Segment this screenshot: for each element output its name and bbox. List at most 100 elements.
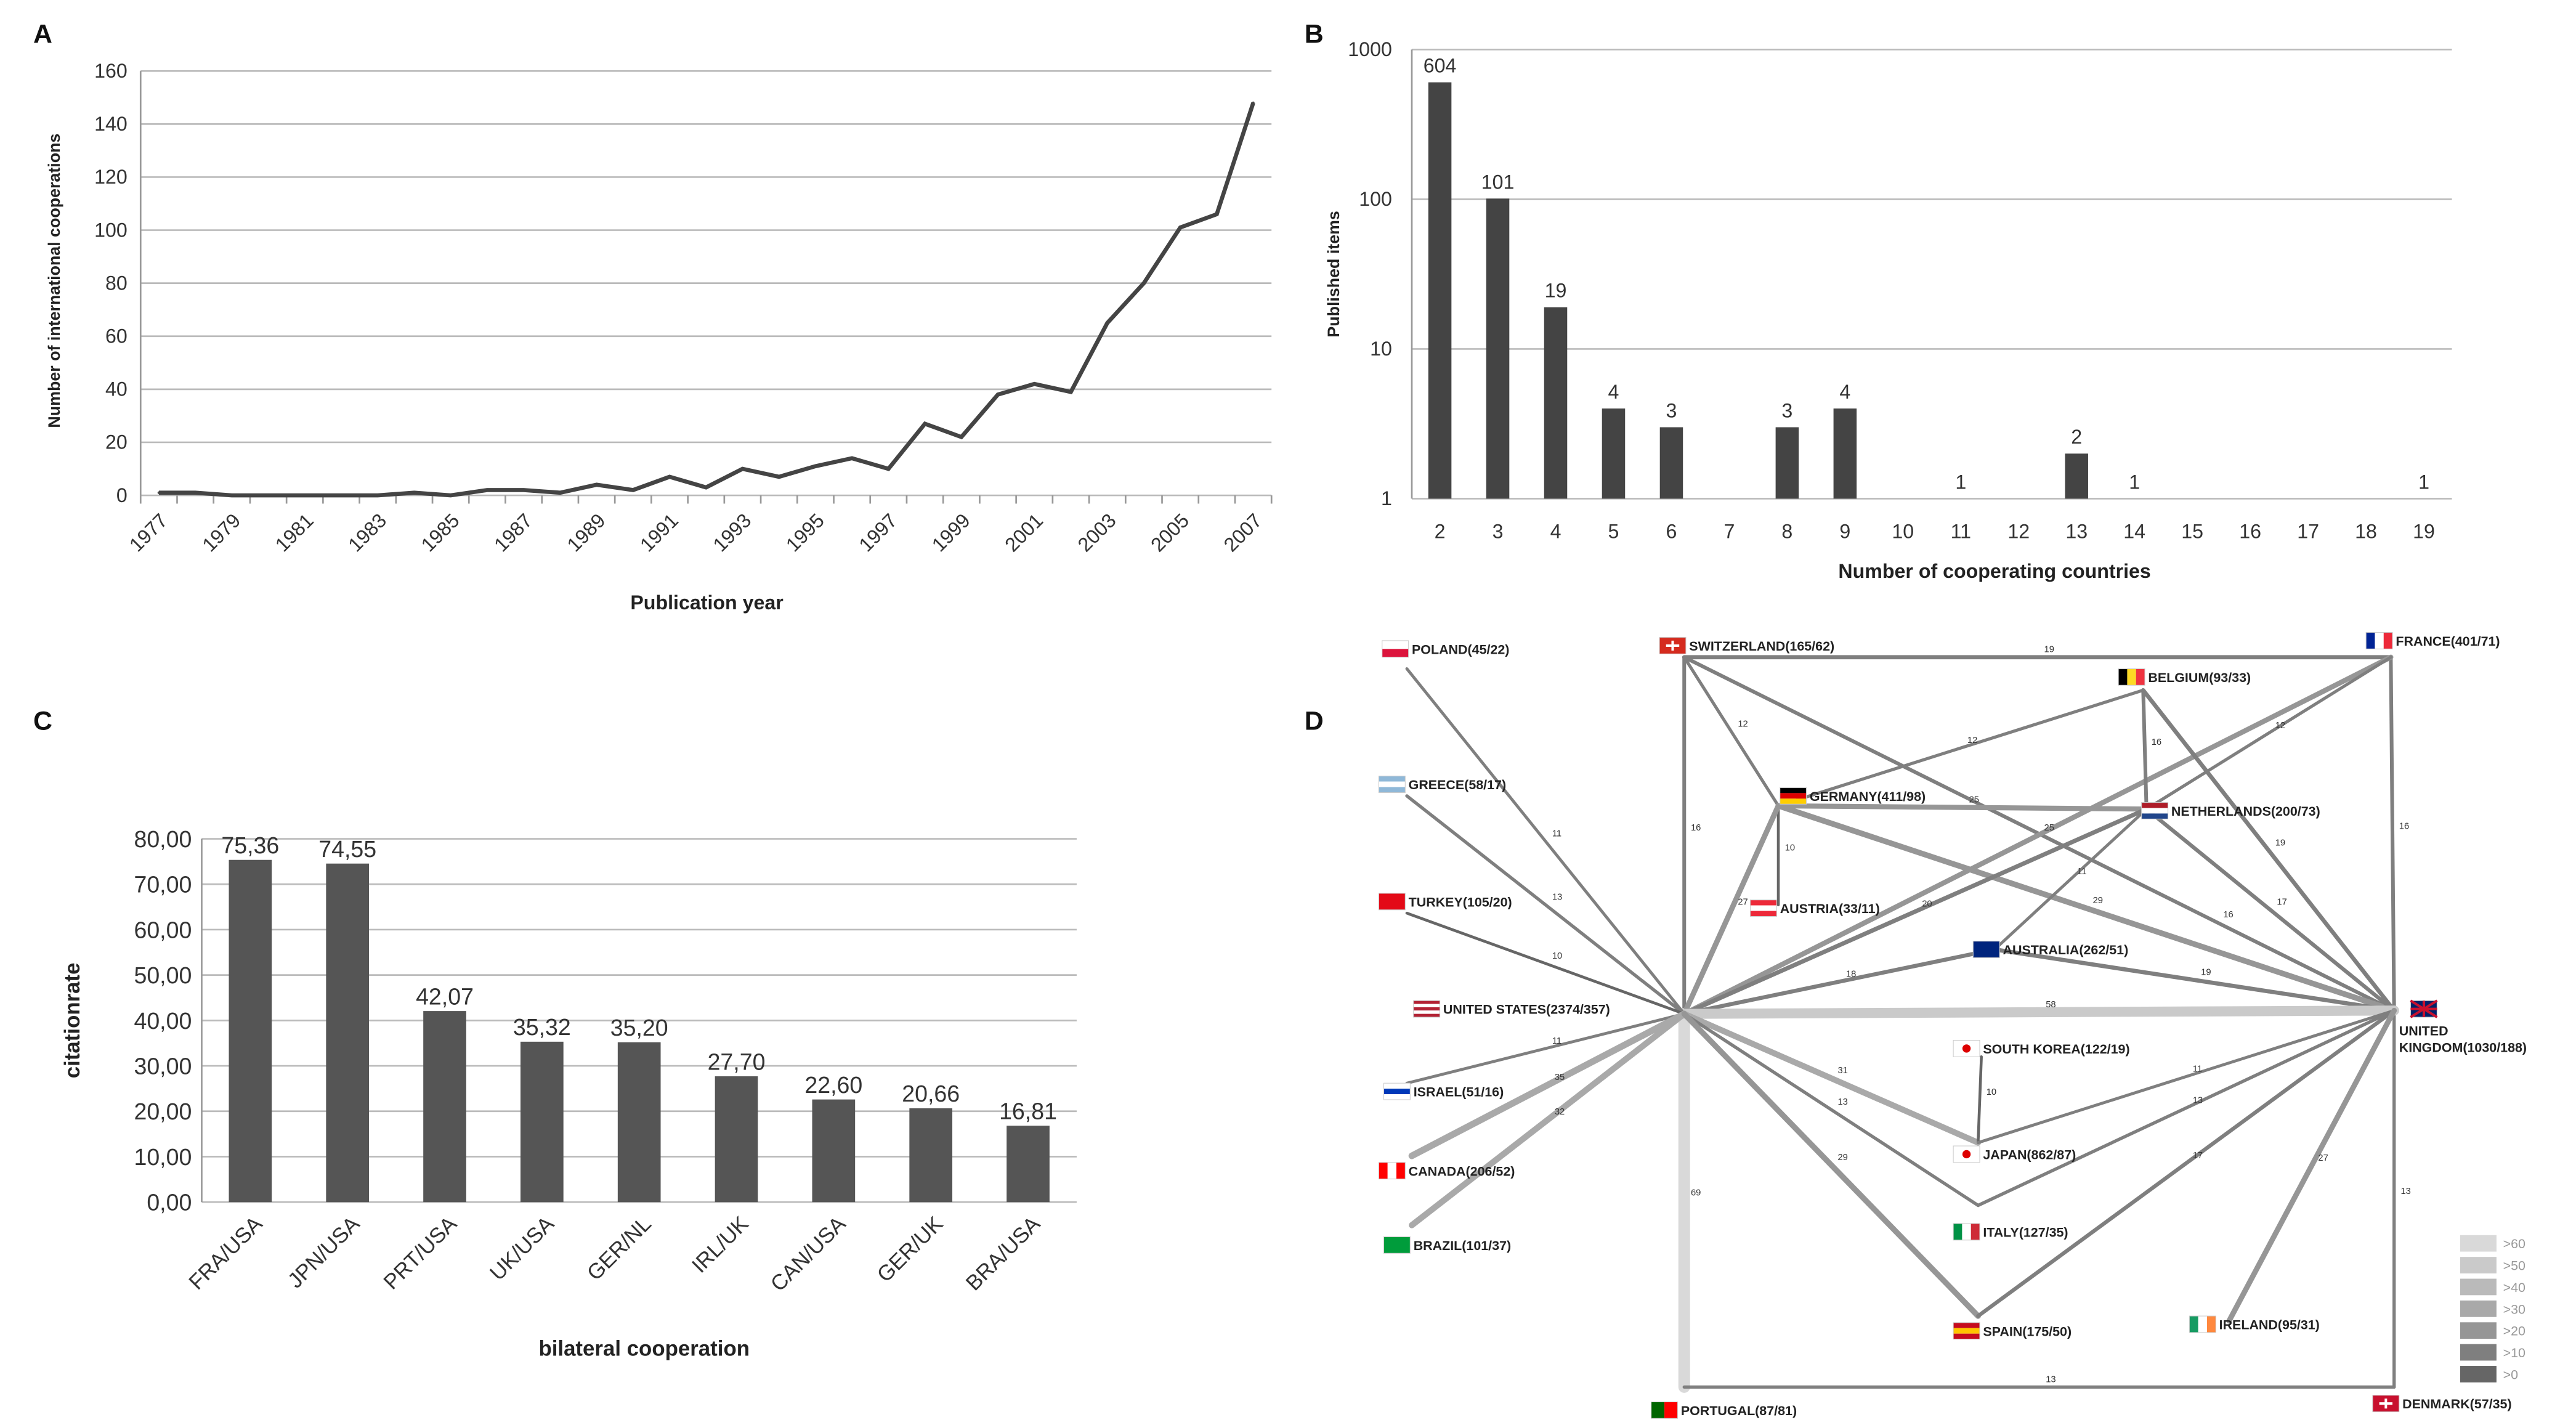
- bar-value-label: 1: [2418, 471, 2429, 493]
- bar: [423, 1011, 466, 1203]
- node-label: ITALY(127/35): [1983, 1225, 2068, 1240]
- legend-swatch: [2460, 1278, 2497, 1296]
- edge-weight-label: 11: [2193, 1064, 2202, 1074]
- flag-stripe: [1953, 1322, 1980, 1328]
- node-label: IRELAND(95/31): [2219, 1318, 2320, 1333]
- legend-label: >60: [2503, 1236, 2525, 1251]
- data-point: [193, 491, 197, 494]
- data-point: [376, 493, 379, 497]
- y-tick-label: 60: [105, 325, 128, 347]
- edge-belgium-netherlands: [2141, 688, 2149, 811]
- edge-canada-usa: [1408, 1010, 1688, 1159]
- x-tick-label: 7: [1723, 521, 1735, 543]
- flag-stripe: [1664, 1402, 1678, 1419]
- node-southkorea: SOUTH KOREA(122/19): [1953, 1039, 2130, 1057]
- data-point: [595, 483, 598, 486]
- bar: [1544, 307, 1568, 499]
- data-point: [1215, 213, 1218, 216]
- data-point: [413, 491, 416, 494]
- edge-switzerland-germany: [1682, 656, 1780, 808]
- bar-value-label: 3: [1666, 399, 1677, 421]
- edge-netherlands-uk: [2144, 807, 2396, 1013]
- edge-weight-label: 25: [1969, 795, 1979, 805]
- edge-usa-france: [1682, 654, 2394, 1017]
- legend-label: >40: [2503, 1280, 2525, 1295]
- y-tick-label: 10,00: [134, 1144, 192, 1170]
- bar-value-label: 4: [1839, 381, 1850, 403]
- x-tick-label: 19: [2413, 521, 2435, 543]
- y-tick-label: 30,00: [134, 1053, 192, 1079]
- legend-label: >50: [2503, 1259, 2525, 1273]
- node-france: FRANCE(401/71): [2365, 631, 2500, 649]
- x-tick-label: GER/NL: [583, 1212, 656, 1285]
- flag-stripe: [1970, 1224, 1980, 1240]
- x-tick-label: 1997: [854, 509, 901, 556]
- flag-cross: [2410, 999, 2438, 1018]
- data-point: [449, 493, 452, 497]
- flag-icon: [1378, 776, 1406, 794]
- edge-weight-label: 13: [2400, 1187, 2410, 1196]
- flag-stripe: [2366, 632, 2375, 649]
- bar: [1602, 408, 1626, 499]
- edge-turkey-usa: [1405, 911, 1686, 1015]
- flag-stripe: [2141, 802, 2168, 808]
- x-tick-label: 1987: [490, 509, 537, 556]
- data-point: [303, 493, 306, 497]
- bar-value-label: 3: [1781, 399, 1792, 421]
- edge-weight-label: 13: [2046, 1374, 2056, 1384]
- x-tick-label: 8: [1781, 521, 1792, 543]
- flag-icon: [1378, 1162, 1406, 1180]
- node-label: DENMARK(57/35): [2402, 1397, 2512, 1411]
- chart-c-ylabel: citationrate: [60, 962, 84, 1078]
- edge-germany-belgium: [1776, 688, 2145, 808]
- edge-weight-label: 12: [2275, 721, 2285, 731]
- flag-icon: [1382, 640, 1409, 658]
- x-tick-label: 1999: [928, 509, 974, 556]
- x-tick-label: 1993: [708, 509, 755, 556]
- flag-icon: [2118, 668, 2145, 686]
- flag-stripe: [1383, 1083, 1411, 1089]
- x-tick-label: 1995: [782, 509, 828, 556]
- edge-weight-label: 16: [2399, 821, 2409, 831]
- y-tick-label: 60,00: [134, 917, 192, 943]
- data-point: [157, 491, 161, 494]
- node-greece: GREECE(58/17): [1378, 776, 1506, 794]
- data-point: [1178, 226, 1182, 229]
- node-japan: JAPAN(862/87): [1953, 1145, 2076, 1163]
- edge-australia-usa: [1682, 947, 1997, 1016]
- flag-cross: [2379, 1399, 2393, 1409]
- edge-weight-label: 13: [1552, 893, 1562, 903]
- flag-stripe: [1750, 905, 1777, 911]
- node-label: SOUTH KOREA(122/19): [1983, 1042, 2129, 1057]
- edge-weight-label: 13: [2193, 1095, 2203, 1105]
- edge-brazil-usa: [1409, 1010, 1688, 1228]
- flag-stripe: [1953, 1328, 1980, 1334]
- legend-label: >0: [2503, 1367, 2519, 1382]
- node-australia: AUSTRALIA(262/51): [1972, 941, 2128, 959]
- node-label: JAPAN(862/87): [1983, 1147, 2076, 1162]
- node-label: AUSTRIA(33/11): [1780, 901, 1880, 916]
- y-tick-label: 50,00: [134, 962, 192, 988]
- edges: 19 16 69 16 13 13 12 16 12 25 12 16 19 25 10 27 29 17 20 11…: [1405, 645, 2411, 1393]
- bar-value-label: 35,20: [610, 1015, 668, 1041]
- chart-c: 0,00 10,00 20,00 30,00 40,00 50,00 60,00 70,00 8…: [134, 826, 1077, 1296]
- node-israel: ISRAEL(51/16): [1383, 1082, 1504, 1100]
- bar-value-label: 2: [2071, 426, 2082, 448]
- flag-stripe: [1383, 1089, 1411, 1095]
- data-point: [668, 475, 671, 479]
- flag-stripe: [1413, 1010, 1440, 1014]
- flag-icon: [1953, 1039, 1980, 1057]
- flag-stripe: [1379, 781, 1406, 787]
- edge-weight-label: 35: [1555, 1073, 1565, 1082]
- edge-weight-label: 17: [2277, 898, 2286, 907]
- chart-c-xlabel: bilateral cooperation: [538, 1336, 750, 1360]
- bar: [1007, 1126, 1050, 1203]
- flag-stripe: [1780, 798, 1807, 805]
- node-label: BRAZIL(101/37): [1414, 1238, 1511, 1253]
- bar: [1428, 82, 1452, 499]
- x-tick-label: 17: [2297, 521, 2319, 543]
- bar: [909, 1108, 953, 1203]
- x-tick-label: 1991: [636, 509, 682, 556]
- x-tick-label: 12: [2007, 521, 2030, 543]
- edge-france-uk: [2389, 655, 2396, 1013]
